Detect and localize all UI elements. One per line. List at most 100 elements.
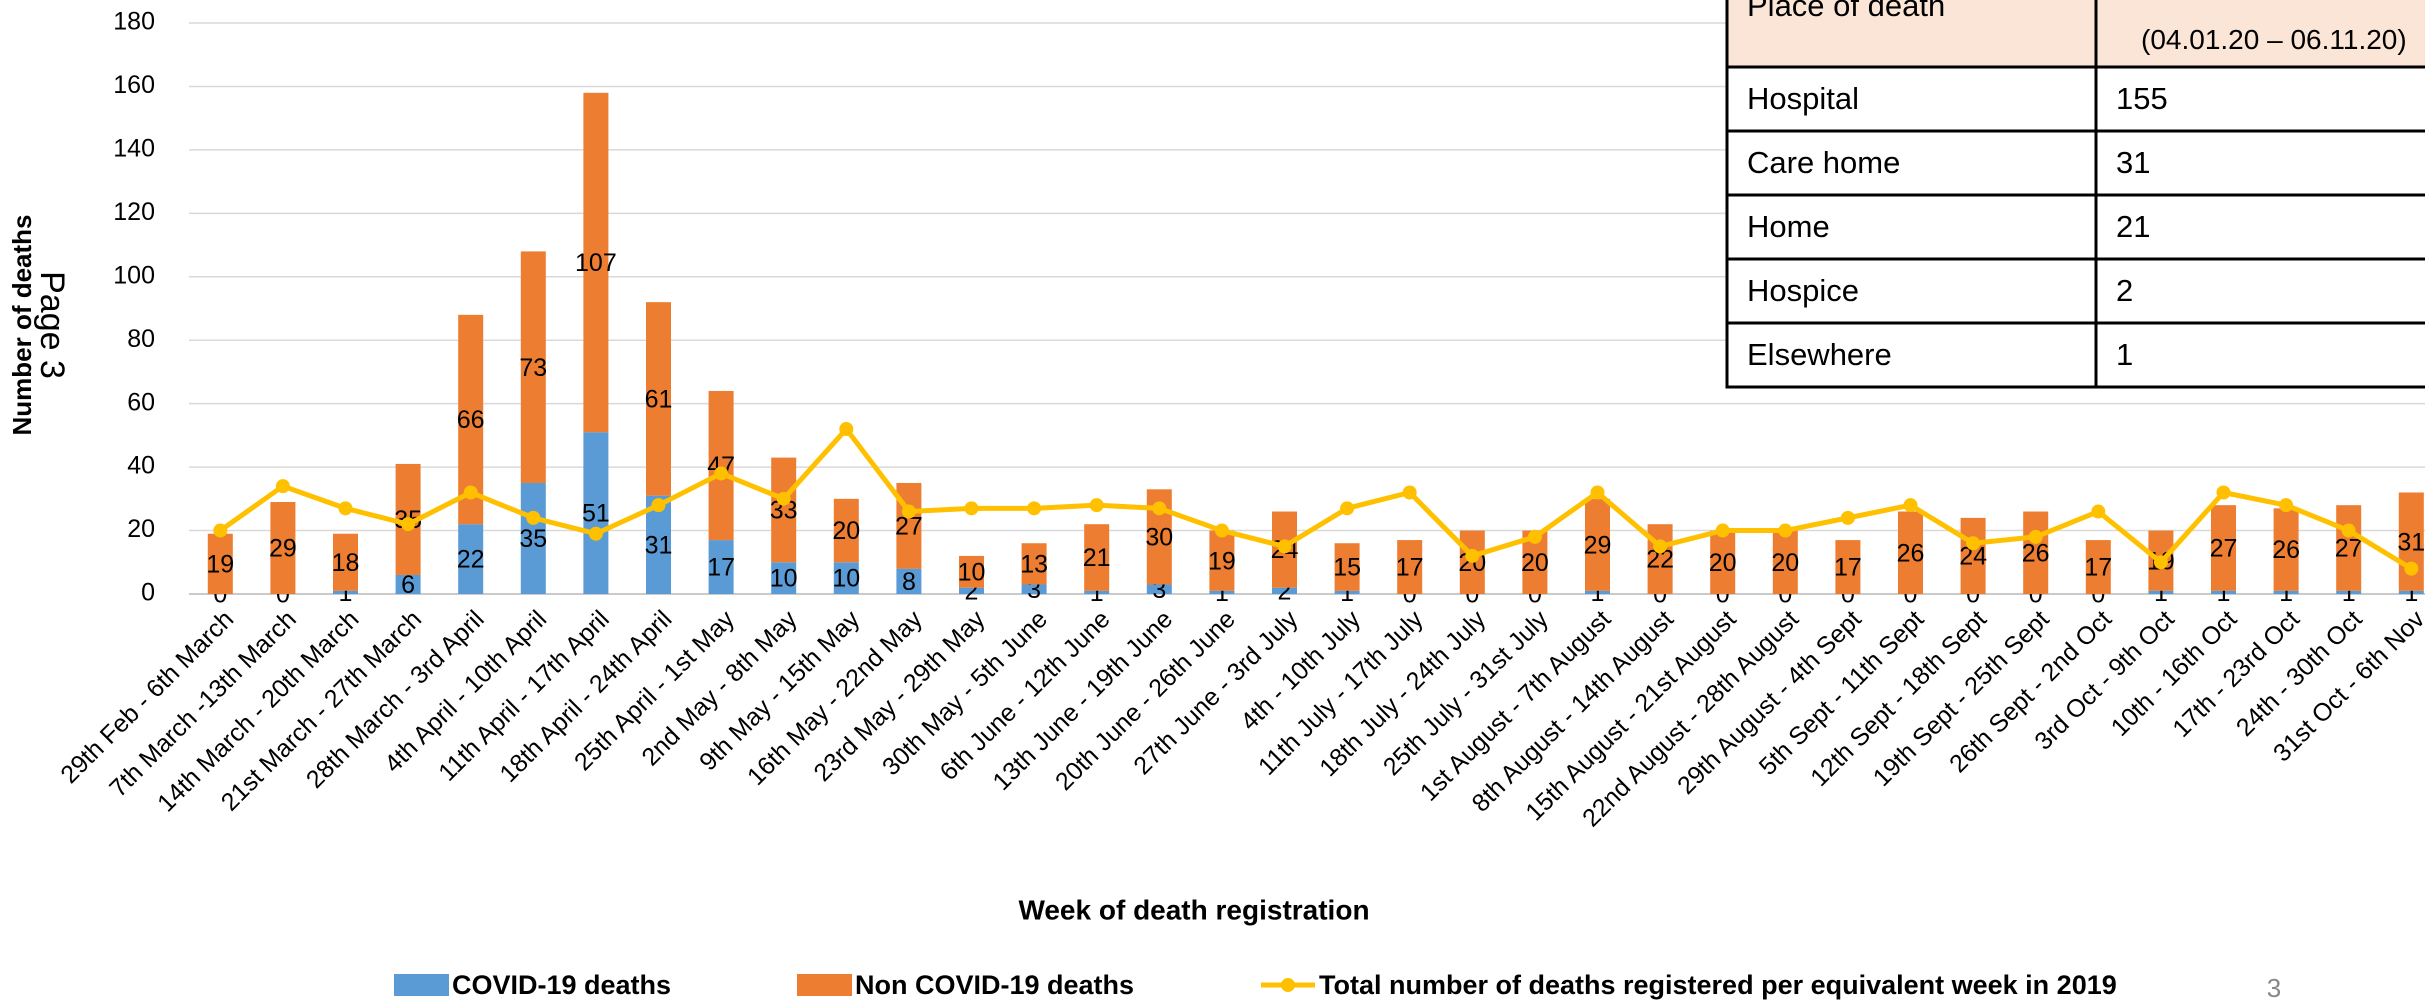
bar [520,482,546,594]
bar [2085,540,2111,594]
bar [2273,508,2299,591]
line-marker [526,510,541,525]
table-cell: Elsewhere [1747,337,1892,372]
table-cell: 155 [2116,81,2168,116]
table-cell: 2 [2116,273,2133,308]
y-tick-label: 100 [113,261,155,289]
table-header [1725,0,2425,69]
line [218,426,2413,571]
table-cell: Home [1747,209,1830,244]
table-row [1725,65,2425,133]
table-cell: 1 [2116,337,2133,372]
y-tick-label: 120 [113,198,155,226]
table-row [1725,257,2425,325]
bar [1898,511,1923,594]
data-label: 26 [1897,539,1925,567]
line-marker [2216,485,2231,500]
bar [1021,584,1047,594]
bar [1772,530,1798,594]
table-header-cell: Number of COVID deaths(04.01.20 – 06.11.… [2121,0,2425,55]
y-tick-label: 80 [127,325,155,353]
line-marker [901,504,916,519]
legend-label: Total number of deaths registered per eq… [1319,970,2117,1000]
bar [1021,543,1047,585]
bar [2336,590,2362,594]
bar [833,562,859,594]
bar [1710,530,1736,594]
y-tick-label: 0 [141,579,155,607]
line-marker [1778,523,1793,538]
data-label: 27 [2210,535,2238,563]
bar [1272,587,1297,594]
y-tick-label: 20 [127,515,155,543]
data-label: 107 [575,249,617,277]
data-label: 17 [1396,554,1424,582]
bar [2211,505,2236,591]
bar [1146,584,1172,594]
bar [1960,517,1986,594]
data-label: 6 [401,571,415,599]
line-marker [1715,523,1730,538]
line-marker [463,485,478,500]
table-cell: Hospital [1747,81,1859,116]
line-marker [651,498,666,513]
x-axis-title: Week of death registration [1018,894,1369,925]
data-label: 20 [1709,549,1737,577]
line-marker [1966,536,1981,551]
line-marker [1027,501,1042,516]
data-label: 10 [832,565,860,593]
bar [896,568,922,594]
bar [270,502,296,594]
data-label: 15 [1333,554,1361,582]
bar [2148,590,2174,594]
data-label: 20 [1771,549,1799,577]
bar [1397,540,1423,594]
data-label: 51 [582,500,610,528]
bar [207,533,233,594]
line-marker [1465,548,1480,563]
bar [1334,543,1360,591]
legend-swatch [797,974,852,996]
data-label: 10 [958,558,986,586]
table-row [1725,321,2425,389]
bar [1209,590,1235,594]
data-label: 26 [2272,536,2300,564]
line-marker [2153,555,2168,570]
data-label: 17 [1834,554,1862,582]
bar [1084,590,1110,594]
bar [2336,505,2362,591]
line-marker [839,422,854,437]
table-cell: Hospice [1747,273,1859,308]
bar [708,390,734,541]
data-label: 26 [2022,539,2050,567]
line-marker [213,523,228,538]
data-label: 29 [269,535,297,563]
table-row [1725,193,2425,261]
y-tick-label: 140 [113,134,155,162]
bar [771,562,797,594]
bar [708,540,734,594]
bar [1585,498,1610,591]
line-marker [1402,485,1417,500]
data-label: 73 [519,354,547,382]
line-marker [338,501,353,516]
line-marker [1527,529,1542,544]
bar [2023,511,2049,594]
line-marker [1840,510,1855,525]
bar [1334,590,1360,594]
data-label: 31 [645,531,673,559]
bar [959,587,984,594]
line-marker [2028,529,2043,544]
bar [2273,590,2299,594]
line-marker [1089,498,1104,513]
data-label: 19 [206,550,234,578]
data-label: 61 [645,386,673,414]
table-cell: 31 [2116,145,2150,180]
line-marker [2091,504,2106,519]
y-axis-title: Number of deaths [7,214,37,435]
bar [2211,590,2236,594]
data-label: 30 [1145,524,1173,552]
bar [333,533,358,591]
data-label: 31 [2397,528,2425,556]
